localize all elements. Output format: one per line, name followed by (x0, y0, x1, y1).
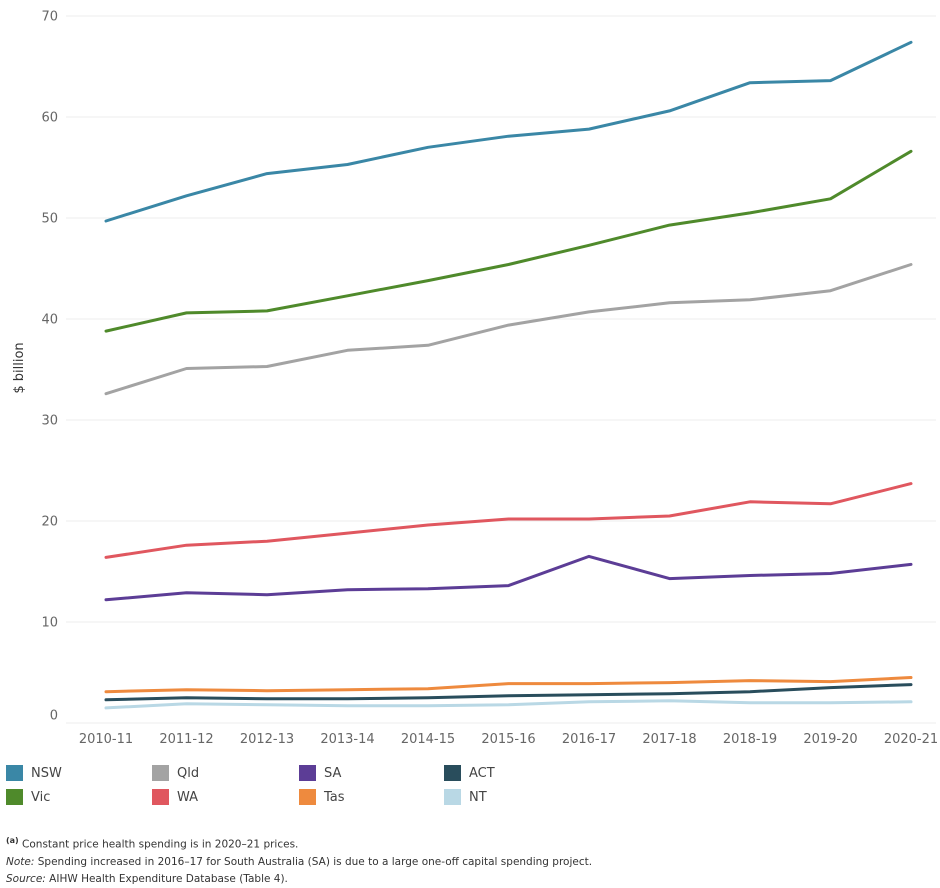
x-axis-ticks: 2010-11 2011-12 2012-13 2013-14 2014-15 2015-… (79, 732, 938, 747)
legend-swatch-wa (152, 789, 169, 805)
note-label: Note: (6, 855, 35, 868)
series-line-act[interactable] (104, 683, 913, 702)
series-line-wa[interactable] (104, 482, 913, 559)
series-lines (104, 40, 913, 710)
legend-item-sa[interactable]: SA (299, 763, 341, 783)
legend-label: Vic (31, 789, 51, 805)
legend-item-nt[interactable]: NT (444, 787, 487, 807)
y-tick-label: 30 (41, 414, 58, 429)
y-tick-label: 40 (41, 313, 58, 328)
series-line-nt[interactable] (104, 699, 913, 710)
legend-label: NSW (31, 765, 62, 781)
source-text: AIHW Health Expenditure Database (Table … (45, 872, 288, 885)
x-tick-label: 2013-14 (320, 732, 374, 747)
legend-swatch-sa (299, 765, 316, 781)
series-line-vic[interactable] (104, 149, 913, 333)
x-tick-label: 2018-19 (723, 732, 777, 747)
legend-swatch-vic (6, 789, 23, 805)
legend-label: ACT (469, 765, 495, 781)
note-text: Spending increased in 2016–17 for South … (34, 855, 593, 868)
x-tick-label: 2017-18 (642, 732, 696, 747)
x-tick-label: 2010-11 (79, 732, 133, 747)
note: Note: Spending increased in 2016–17 for … (6, 854, 926, 871)
y-axis-ticks: 0 10 20 30 40 50 60 70 (41, 10, 58, 724)
footnote-marker: (a) (6, 836, 19, 845)
series-line-qld[interactable] (104, 263, 913, 396)
legend-item-nsw[interactable]: NSW (6, 763, 62, 783)
legend-swatch-nsw (6, 765, 23, 781)
chart-notes: (a) Constant price health spending is in… (6, 832, 926, 888)
legend-swatch-qld (152, 765, 169, 781)
y-tick-label: 50 (41, 212, 58, 227)
y-tick-label: 10 (41, 616, 58, 631)
x-tick-label: 2014-15 (401, 732, 455, 747)
legend: NSW Qld SA ACT Vic WA Tas NT (6, 760, 606, 812)
x-tick-label: 2016-17 (562, 732, 616, 747)
legend-item-act[interactable]: ACT (444, 763, 495, 783)
series-line-tas[interactable] (104, 676, 913, 694)
x-tick-label: 2019-20 (803, 732, 857, 747)
y-tick-label: 20 (41, 515, 58, 530)
legend-item-tas[interactable]: Tas (299, 787, 345, 807)
legend-label: WA (177, 789, 199, 805)
legend-label: SA (324, 765, 342, 781)
y-tick-label: 60 (41, 111, 58, 126)
x-tick-label: 2012-13 (240, 732, 294, 747)
y-axis-title: $ billion (12, 342, 27, 393)
source-label: Source: (6, 872, 46, 885)
legend-swatch-act (444, 765, 461, 781)
legend-item-vic[interactable]: Vic (6, 787, 50, 807)
series-line-sa[interactable] (104, 554, 913, 602)
series-line-nsw[interactable] (104, 40, 913, 223)
footnote: (a) Constant price health spending is in… (6, 832, 926, 854)
legend-swatch-tas (299, 789, 316, 805)
y-tick-label: 0 (50, 709, 58, 724)
y-tick-label: 70 (41, 10, 58, 25)
legend-label: Tas (324, 789, 345, 805)
x-tick-label: 2020-21 (884, 732, 938, 747)
legend-item-wa[interactable]: WA (152, 787, 198, 807)
legend-label: Qld (177, 765, 200, 781)
x-tick-label: 2011-12 (159, 732, 213, 747)
footnote-text: Constant price health spending is in 202… (18, 838, 299, 851)
source: Source: AIHW Health Expenditure Database… (6, 871, 926, 888)
legend-swatch-nt (444, 789, 461, 805)
legend-item-qld[interactable]: Qld (152, 763, 199, 783)
legend-label: NT (469, 789, 487, 805)
x-tick-label: 2015-16 (481, 732, 535, 747)
